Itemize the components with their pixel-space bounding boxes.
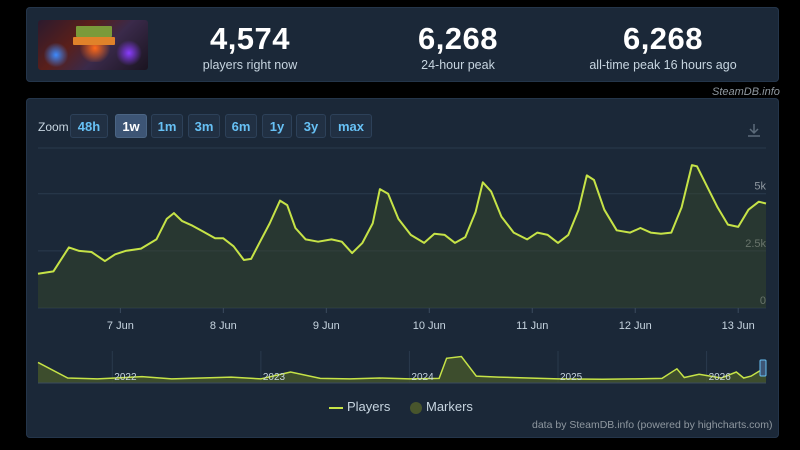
zoom-max-button[interactable]: max — [330, 114, 372, 138]
navigator-range-handle[interactable] — [759, 359, 767, 377]
x-tick-label: 9 Jun — [313, 320, 340, 332]
game-capsule-image[interactable] — [38, 20, 148, 70]
capsule-logo-bottom — [73, 37, 115, 45]
navigator-year-label: 2026 — [709, 372, 732, 383]
x-tick-label: 8 Jun — [210, 320, 237, 332]
zoom-3m-button[interactable]: 3m — [188, 114, 220, 138]
legend-item-players[interactable]: Players — [329, 399, 390, 414]
chart-panel: Zoom 48h 1w 1m 3m 6m 1y 3y max 0 2.5k 5k 7 … — [26, 98, 779, 438]
chart-svg: 0 2.5k 5k 7 Jun 8 Jun 9 Jun 10 Jun 11 Jun 12 Jun… — [37, 147, 767, 384]
download-icon[interactable] — [746, 122, 762, 138]
y-tick-label: 5k — [754, 181, 766, 193]
navigator-line — [37, 355, 767, 381]
navigator-area-fill — [38, 356, 766, 383]
navigator-year-label: 2024 — [411, 372, 434, 383]
highcharts-credit[interactable]: data by SteamDB.info (powered by highcha… — [532, 419, 773, 431]
zoom-1y-button[interactable]: 1y — [262, 114, 292, 138]
navigator-year-label: 2025 — [560, 372, 583, 383]
stat-value: 6,268 — [417, 21, 499, 56]
stat-24h-peak: 6,268 24-hour peak — [396, 21, 520, 73]
x-tick-label: 10 Jun — [413, 320, 446, 332]
stat-current-players: 4,574 players right now — [188, 21, 312, 73]
stat-all-time-peak: 6,268 all-time peak 16 hours ago — [581, 21, 745, 73]
zoom-1w-button[interactable]: 1w — [115, 114, 147, 138]
zoom-label: Zoom — [38, 120, 69, 134]
legend-label-markers: Markers — [425, 399, 473, 414]
y-tick-label: 0 — [760, 295, 766, 307]
legend-line-swatch — [329, 406, 343, 409]
zoom-3y-button[interactable]: 3y — [296, 114, 326, 138]
x-tick-label: 11 Jun — [516, 320, 548, 332]
chart-legend: Players Markers — [329, 399, 489, 414]
players-line — [37, 164, 767, 275]
zoom-48h-button[interactable]: 48h — [70, 114, 108, 138]
stats-panel: 4,574 players right now 6,268 24-hour pe… — [26, 7, 779, 82]
capsule-purple-glow — [116, 40, 142, 66]
players-area-fill — [38, 165, 766, 308]
capsule-logo-top — [76, 26, 112, 37]
capsule-blue-glow — [44, 42, 68, 68]
stat-value: 4,574 — [209, 21, 291, 56]
navigator-year-label: 2022 — [114, 372, 137, 383]
stat-value: 6,268 — [622, 21, 704, 56]
steamdb-credit-link[interactable]: SteamDB.info — [712, 86, 780, 98]
x-tick-label: 7 Jun — [107, 320, 134, 332]
x-tick-label: 12 Jun — [619, 320, 652, 332]
navigator-year-label: 2023 — [263, 372, 286, 383]
legend-label-players: Players — [347, 399, 391, 414]
legend-dot-swatch — [409, 401, 422, 414]
stat-label: players right now — [202, 58, 298, 72]
zoom-1m-button[interactable]: 1m — [151, 114, 183, 138]
y-tick-label: 2.5k — [745, 238, 766, 250]
stat-label: 24-hour peak — [421, 58, 495, 72]
zoom-6m-button[interactable]: 6m — [225, 114, 257, 138]
stat-label: all-time peak 16 hours ago — [589, 58, 737, 72]
legend-item-markers[interactable]: Markers — [409, 399, 473, 414]
x-tick-label: 13 Jun — [722, 320, 755, 332]
